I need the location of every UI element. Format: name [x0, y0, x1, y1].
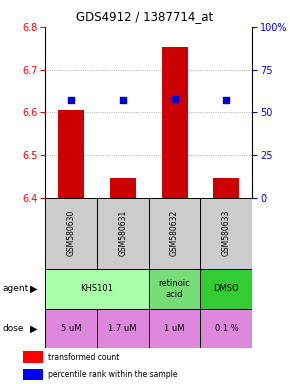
- Text: GSM580631: GSM580631: [118, 210, 127, 257]
- Text: ▶: ▶: [30, 284, 38, 294]
- Text: agent: agent: [3, 285, 29, 293]
- Text: 5 uM: 5 uM: [61, 324, 81, 333]
- Bar: [148, 269, 200, 309]
- Text: 1.7 uM: 1.7 uM: [108, 324, 137, 333]
- Text: 0.1 %: 0.1 %: [215, 324, 238, 333]
- Text: ▶: ▶: [30, 323, 38, 333]
- Bar: [148, 309, 200, 348]
- Bar: [23, 351, 43, 363]
- Text: 1 uM: 1 uM: [164, 324, 185, 333]
- Text: transformed count: transformed count: [48, 353, 119, 362]
- Bar: [45, 269, 148, 309]
- Bar: [162, 47, 188, 198]
- Bar: [58, 110, 84, 198]
- Bar: [148, 198, 200, 269]
- Bar: [200, 198, 252, 269]
- Bar: [200, 309, 252, 348]
- Text: dose: dose: [3, 324, 24, 333]
- Text: GSM580632: GSM580632: [170, 210, 179, 257]
- Bar: [213, 178, 239, 198]
- Bar: [45, 309, 97, 348]
- Text: percentile rank within the sample: percentile rank within the sample: [48, 371, 177, 379]
- Point: [224, 97, 229, 103]
- Bar: [97, 198, 148, 269]
- Text: KHS101: KHS101: [80, 285, 113, 293]
- Point: [120, 97, 125, 103]
- Text: DMSO: DMSO: [213, 285, 239, 293]
- Text: GSM580630: GSM580630: [66, 210, 75, 257]
- Point: [172, 96, 177, 102]
- Bar: [110, 178, 136, 198]
- Text: GDS4912 / 1387714_at: GDS4912 / 1387714_at: [76, 10, 214, 23]
- Bar: [45, 198, 97, 269]
- Bar: [23, 369, 43, 380]
- Bar: [97, 309, 148, 348]
- Text: retinoic
acid: retinoic acid: [159, 279, 191, 299]
- Text: GSM580633: GSM580633: [222, 210, 231, 257]
- Bar: [200, 269, 252, 309]
- Point: [68, 97, 73, 103]
